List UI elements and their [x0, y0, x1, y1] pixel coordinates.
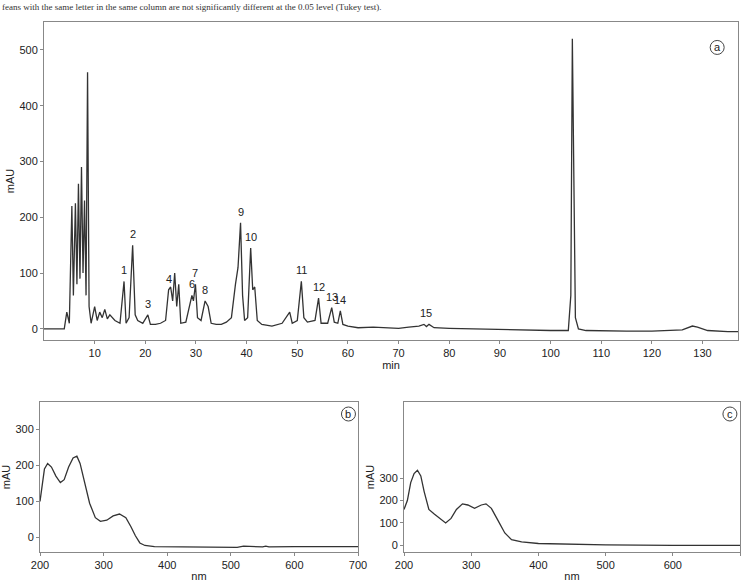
- svg-text:11: 11: [296, 264, 307, 276]
- svg-text:c: c: [727, 408, 733, 420]
- svg-text:50: 50: [291, 347, 303, 359]
- svg-text:9: 9: [238, 206, 244, 218]
- svg-text:mAU: mAU: [364, 465, 376, 490]
- svg-text:500: 500: [19, 44, 37, 56]
- svg-text:500: 500: [596, 559, 614, 571]
- svg-text:b: b: [345, 408, 351, 420]
- svg-text:0: 0: [28, 531, 34, 543]
- svg-text:30: 30: [190, 347, 202, 359]
- svg-text:nm: nm: [564, 570, 579, 582]
- svg-text:600: 600: [285, 559, 303, 571]
- svg-text:90: 90: [494, 347, 506, 359]
- svg-text:200: 200: [31, 559, 49, 571]
- svg-text:3: 3: [145, 298, 151, 310]
- svg-text:700: 700: [349, 559, 367, 571]
- svg-text:20: 20: [139, 347, 151, 359]
- svg-text:400: 400: [158, 559, 176, 571]
- svg-text:100: 100: [541, 347, 559, 359]
- svg-text:100: 100: [19, 267, 37, 279]
- svg-text:100: 100: [15, 495, 33, 507]
- svg-text:nm: nm: [191, 570, 206, 582]
- svg-text:100: 100: [379, 517, 397, 529]
- svg-text:300: 300: [462, 559, 480, 571]
- svg-text:mAU: mAU: [4, 169, 16, 194]
- svg-text:200: 200: [19, 211, 37, 223]
- svg-text:4: 4: [166, 273, 172, 285]
- svg-text:130: 130: [693, 347, 711, 359]
- svg-text:a: a: [714, 41, 721, 53]
- svg-text:300: 300: [94, 559, 112, 571]
- svg-text:200: 200: [379, 494, 397, 506]
- svg-text:min: min: [382, 359, 400, 371]
- svg-text:300: 300: [19, 155, 37, 167]
- svg-text:14: 14: [334, 294, 346, 306]
- svg-text:200: 200: [395, 559, 413, 571]
- svg-text:0: 0: [32, 323, 38, 335]
- svg-text:2: 2: [130, 228, 136, 240]
- svg-text:200: 200: [15, 459, 33, 471]
- svg-text:400: 400: [529, 559, 547, 571]
- svg-text:70: 70: [392, 347, 404, 359]
- svg-text:mAU: mAU: [0, 465, 12, 490]
- svg-text:feans with the same letter in: feans with the same letter in the same c…: [2, 2, 381, 12]
- svg-text:80: 80: [443, 347, 455, 359]
- svg-text:40: 40: [241, 347, 253, 359]
- svg-text:10: 10: [89, 347, 101, 359]
- svg-text:7: 7: [192, 267, 198, 279]
- svg-text:13: 13: [326, 291, 338, 303]
- svg-text:110: 110: [592, 347, 610, 359]
- svg-text:120: 120: [643, 347, 661, 359]
- svg-text:400: 400: [19, 100, 37, 112]
- svg-text:600: 600: [664, 559, 682, 571]
- svg-text:60: 60: [342, 347, 354, 359]
- svg-text:6: 6: [189, 278, 195, 290]
- svg-text:10: 10: [245, 231, 257, 243]
- svg-text:12: 12: [313, 281, 325, 293]
- svg-text:15: 15: [420, 307, 432, 319]
- svg-text:1: 1: [121, 264, 127, 276]
- svg-text:300: 300: [15, 423, 33, 435]
- svg-text:8: 8: [202, 284, 208, 296]
- svg-text:300: 300: [379, 472, 397, 484]
- svg-text:500: 500: [222, 559, 240, 571]
- svg-text:0: 0: [392, 539, 398, 551]
